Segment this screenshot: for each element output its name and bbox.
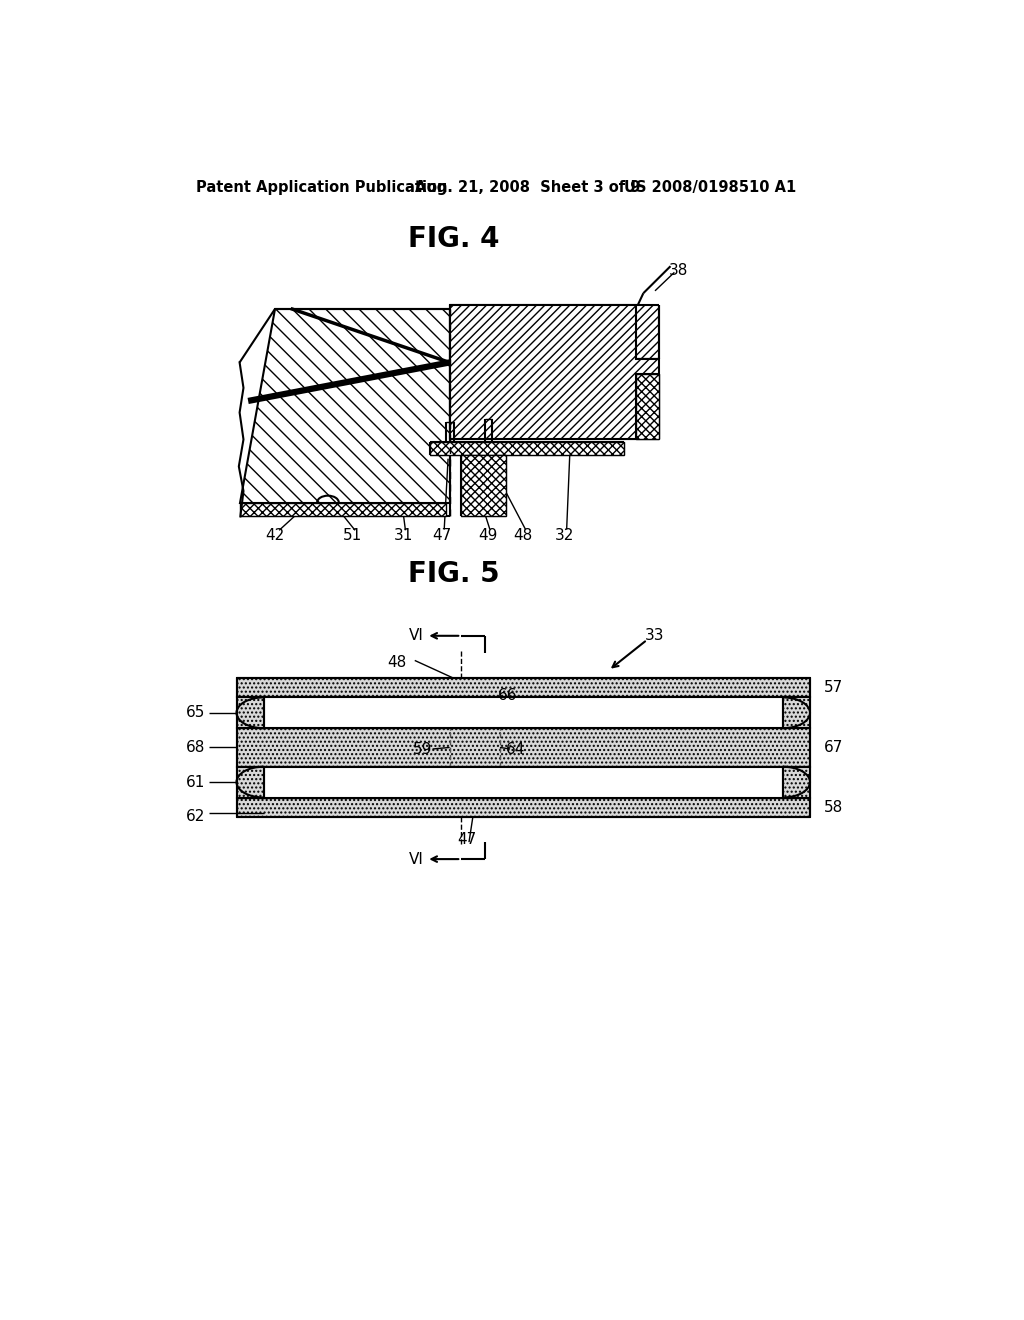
Text: 38: 38	[669, 263, 688, 277]
Bar	[237, 767, 263, 797]
Text: 61: 61	[186, 775, 206, 789]
Text: FIG. 5: FIG. 5	[408, 560, 500, 589]
Bar	[237, 678, 810, 697]
Polygon shape	[241, 309, 450, 503]
Text: Aug. 21, 2008  Sheet 3 of 9: Aug. 21, 2008 Sheet 3 of 9	[415, 180, 640, 195]
Text: 65: 65	[186, 705, 206, 721]
Text: VI: VI	[410, 851, 424, 867]
Text: FIG. 4: FIG. 4	[408, 226, 500, 253]
Text: 48: 48	[514, 528, 532, 544]
Bar	[237, 729, 810, 767]
Bar	[263, 767, 783, 797]
Text: 33: 33	[645, 628, 665, 643]
Text: 47: 47	[458, 833, 476, 847]
Polygon shape	[430, 442, 624, 455]
Polygon shape	[636, 374, 658, 440]
Bar	[783, 697, 810, 729]
Text: US 2008/0198510 A1: US 2008/0198510 A1	[624, 180, 797, 195]
Text: 58: 58	[824, 800, 843, 814]
Polygon shape	[450, 305, 658, 440]
Text: 47: 47	[432, 528, 452, 544]
Text: 59: 59	[413, 742, 432, 758]
Text: 51: 51	[343, 528, 362, 544]
Text: 62: 62	[186, 809, 206, 824]
Bar	[237, 697, 263, 729]
Polygon shape	[461, 455, 506, 516]
Text: 42: 42	[265, 528, 285, 544]
Text: 31: 31	[393, 528, 413, 544]
Text: 57: 57	[824, 680, 843, 696]
Text: 67: 67	[824, 741, 844, 755]
Bar	[237, 797, 810, 817]
Bar	[263, 697, 783, 729]
Text: 32: 32	[555, 528, 574, 544]
Polygon shape	[450, 305, 658, 440]
Text: Patent Application Publication: Patent Application Publication	[197, 180, 447, 195]
Bar	[783, 767, 810, 797]
Text: VI: VI	[410, 628, 424, 643]
Text: 49: 49	[478, 528, 498, 544]
Text: 48: 48	[388, 655, 407, 671]
Text: 68: 68	[186, 741, 206, 755]
Bar	[241, 503, 445, 516]
Text: 64: 64	[506, 742, 525, 758]
Text: 66: 66	[498, 688, 517, 704]
